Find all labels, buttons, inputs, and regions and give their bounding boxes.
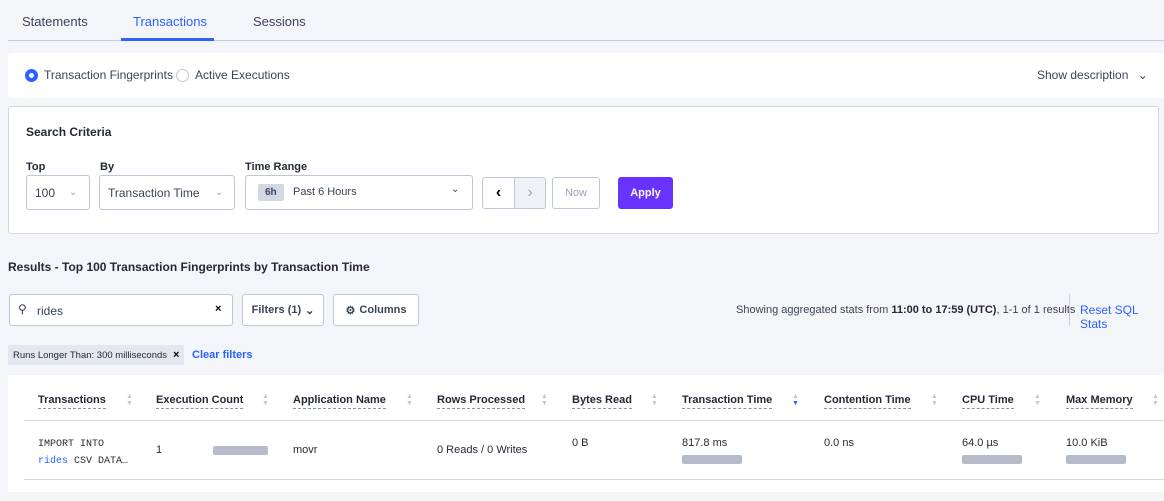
- contention-time: 0.0 ns: [824, 437, 854, 449]
- column-header-transactions[interactable]: Transactions: [38, 394, 106, 409]
- by-label: By: [100, 161, 115, 173]
- remove-filter-icon[interactable]: ×: [173, 349, 180, 361]
- radio-label[interactable]: Active Executions: [195, 68, 290, 82]
- bytes-read: 0 B: [572, 437, 589, 449]
- active-tab-indicator: [121, 38, 214, 41]
- transaction-link[interactable]: IMPORT INTO rides CSV DATA…: [38, 439, 129, 467]
- max-memory: 10.0 KiB: [1066, 437, 1108, 449]
- now-button[interactable]: Now: [552, 177, 600, 209]
- filter-chip-label: Runs Longer Than: 300 milliseconds: [13, 349, 168, 361]
- chevron-down-icon: ⌄: [69, 187, 78, 198]
- sort-descending-icon[interactable]: ▲ ▼: [792, 393, 799, 407]
- column-header-contention-time[interactable]: Contention Time: [824, 394, 911, 409]
- tab-sessions[interactable]: Sessions: [253, 14, 306, 29]
- sort-icon[interactable]: ▲ ▼: [1034, 393, 1041, 407]
- filters-label: Filters (1): [251, 304, 302, 316]
- column-header-rows-processed[interactable]: Rows Processed: [437, 394, 526, 409]
- show-description-toggle[interactable]: Show description ⌄: [1037, 68, 1148, 82]
- column-header-application-name[interactable]: Application Name: [293, 394, 386, 409]
- sort-icon[interactable]: ▲ ▼: [126, 393, 133, 407]
- max-memory-bar: [1066, 455, 1126, 464]
- transactions-table: [8, 375, 1164, 492]
- sort-icon[interactable]: ▲ ▼: [651, 393, 658, 407]
- radio-label[interactable]: Transaction Fingerprints: [44, 68, 173, 82]
- search-criteria-panel: Search Criteria: [8, 106, 1159, 234]
- divider: [1069, 294, 1070, 326]
- time-range-value: Past 6 Hours: [293, 186, 357, 198]
- row-divider: [24, 479, 1164, 480]
- results-summary: Showing aggregated stats from 11:00 to 1…: [736, 304, 1076, 316]
- column-header-execution-count[interactable]: Execution Count: [156, 394, 244, 409]
- sort-icon[interactable]: ▲ ▼: [406, 393, 413, 407]
- top-value: 100: [35, 185, 56, 200]
- time-range-label: Time Range: [245, 161, 308, 173]
- columns-button[interactable]: ⚙ Columns: [333, 294, 419, 326]
- radio-transaction-fingerprints[interactable]: [25, 69, 38, 82]
- cpu-time: 64.0 µs: [962, 437, 999, 449]
- sort-icon[interactable]: ▲ ▼: [931, 393, 938, 407]
- sort-icon[interactable]: ▲ ▼: [541, 393, 548, 407]
- radio-active-executions[interactable]: [176, 69, 189, 82]
- chevron-down-icon: ⌄: [305, 304, 315, 317]
- reset-sql-stats-link[interactable]: Reset SQL Stats: [1080, 303, 1139, 331]
- chevron-down-icon: ⌄: [451, 184, 460, 195]
- column-header-max-memory[interactable]: Max Memory: [1066, 394, 1133, 409]
- filter-chip: Runs Longer Than: 300 milliseconds ×: [8, 345, 185, 365]
- sort-icon[interactable]: ▲ ▼: [262, 393, 269, 407]
- rows-processed: 0 Reads / 0 Writes: [437, 444, 528, 456]
- tabs-divider: [8, 40, 1164, 41]
- tab-transactions[interactable]: Transactions: [133, 14, 207, 29]
- column-header-bytes-read[interactable]: Bytes Read: [572, 394, 632, 409]
- chevron-left-icon: ‹: [495, 184, 502, 201]
- show-description-label: Show description: [1037, 68, 1129, 82]
- sort-icon[interactable]: ▲ ▼: [1152, 393, 1159, 407]
- transaction-time-bar: [682, 455, 742, 464]
- by-select[interactable]: Transaction Time ⌄: [99, 175, 235, 210]
- tab-statements[interactable]: Statements: [22, 14, 88, 29]
- results-heading: Results - Top 100 Transaction Fingerprin…: [8, 260, 370, 274]
- previous-time-button[interactable]: ‹: [482, 177, 515, 209]
- filters-button[interactable]: Filters (1) ⌄: [242, 294, 324, 326]
- execution-count-bar: [213, 446, 268, 455]
- execution-count: 1: [156, 444, 163, 456]
- transaction-time: 817.8 ms: [682, 437, 728, 449]
- search-icon: ⚲: [18, 302, 27, 316]
- column-header-cpu-time[interactable]: CPU Time: [962, 394, 1014, 409]
- view-toggle-panel: Transaction Fingerprints Active Executio…: [8, 53, 1164, 98]
- chevron-right-icon: ›: [527, 184, 533, 201]
- application-name: movr: [293, 444, 318, 456]
- search-criteria-title: Search Criteria: [26, 125, 112, 139]
- columns-label: Columns: [359, 304, 407, 316]
- search-value: rides: [37, 304, 64, 318]
- clear-search-icon[interactable]: ×: [215, 303, 222, 315]
- search-input[interactable]: ⚲ rides ×: [9, 294, 233, 326]
- next-time-button[interactable]: ›: [514, 177, 546, 209]
- cpu-time-bar: [962, 455, 1022, 464]
- top-label: Top: [26, 161, 46, 173]
- gear-icon: ⚙: [345, 304, 356, 317]
- time-badge: 6h: [258, 184, 284, 201]
- clear-filters-link[interactable]: Clear filters: [192, 349, 253, 361]
- chevron-down-icon: ⌄: [1137, 68, 1148, 82]
- apply-button[interactable]: Apply: [618, 177, 673, 209]
- chevron-down-icon: ⌄: [215, 187, 224, 198]
- column-header-transaction-time[interactable]: Transaction Time: [682, 394, 773, 409]
- top-select[interactable]: 100 ⌄: [26, 175, 90, 210]
- time-range-select[interactable]: 6h Past 6 Hours ⌄: [245, 175, 473, 210]
- by-value: Transaction Time: [108, 185, 200, 200]
- header-divider: [24, 420, 1164, 421]
